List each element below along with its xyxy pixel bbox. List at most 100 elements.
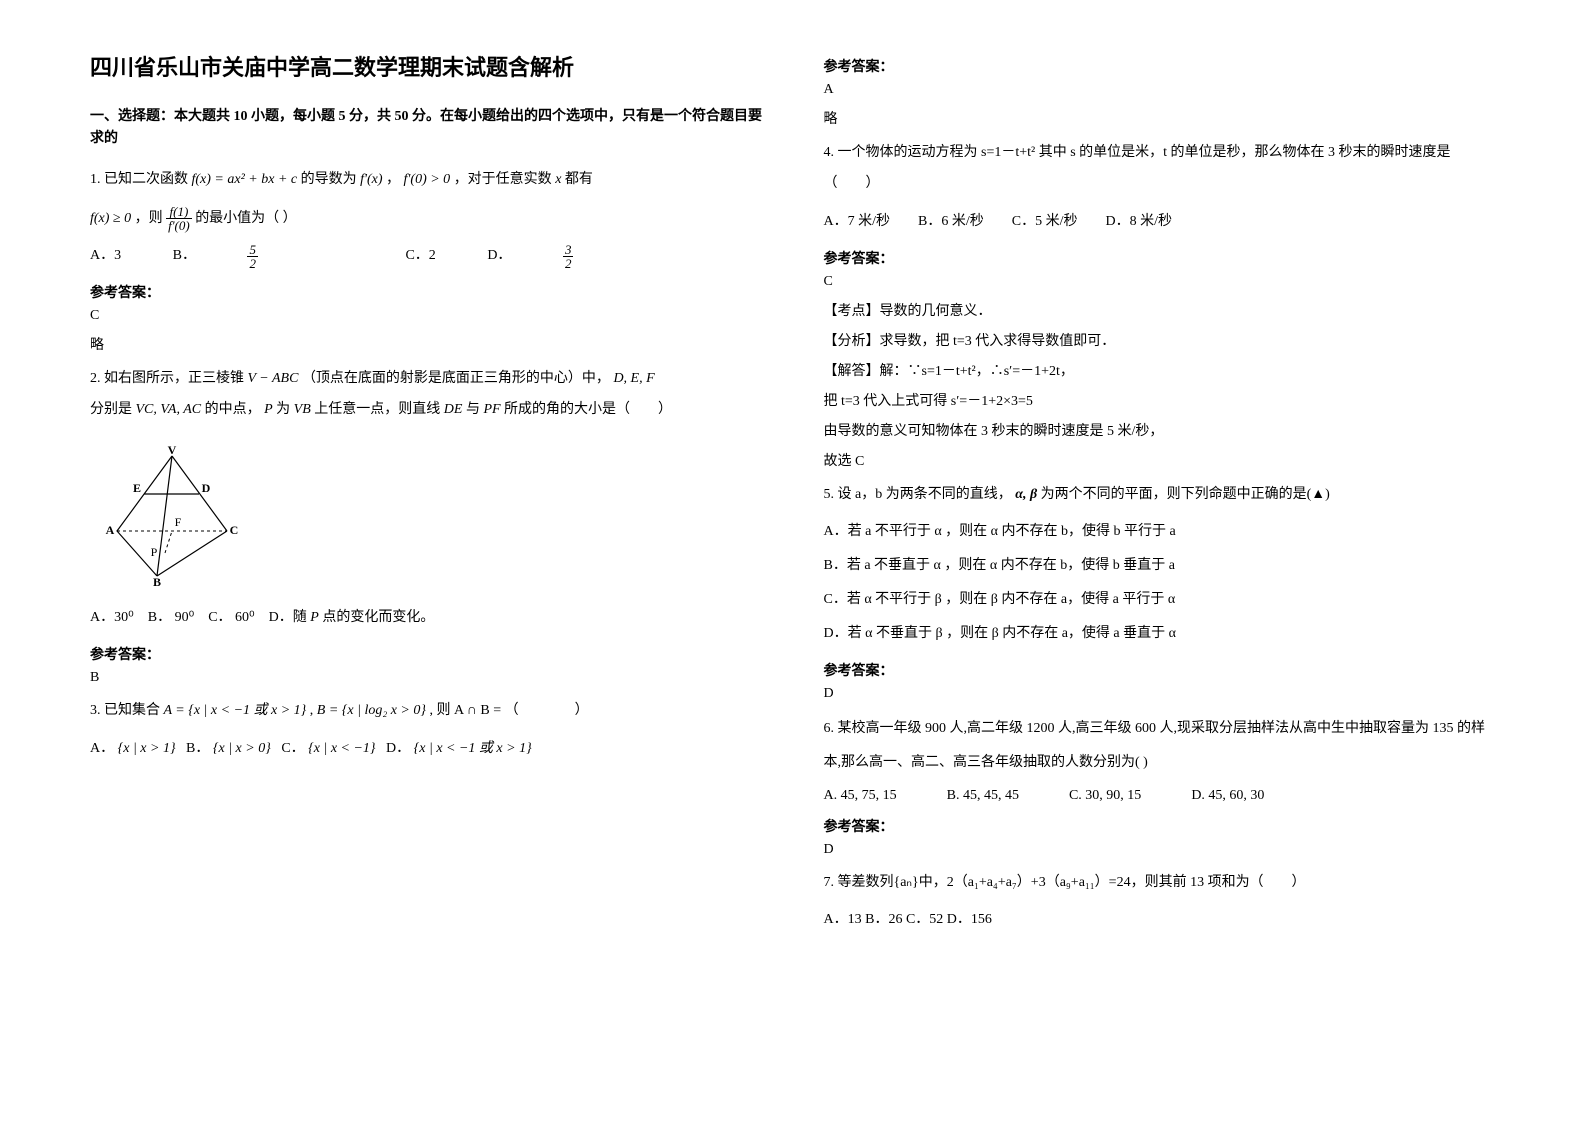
q3-optA: {x | x > 1} [118,741,176,756]
q6-optC: C. 30, 90, 15 [1069,788,1141,804]
q3-optC-l: C． [281,741,304,756]
q6-optA: A. 45, 75, 15 [824,788,897,804]
question-5: 5. 设 a，b 为两条不同的直线， α, β 为两个不同的平面，则下列命题中正… [824,480,1498,511]
q3-a: 3. 已知集合 [90,703,164,718]
q3-optD-l: D． [386,741,410,756]
q1-frac: f(1) f'(0) [166,205,192,232]
q1-stem-a: 1. 已知二次函数 [90,172,188,187]
q3-setA: A = {x | x < −1 或 x > 1} [164,703,307,718]
q1-frac-num: f(1) [166,205,192,219]
q2-optB: B． 90⁰ [148,610,194,625]
section-header: 一、选择题：本大题共 10 小题，每小题 5 分，共 50 分。在每小题给出的四… [90,106,764,151]
q2-vcvaac: VC, VA, AC [136,402,202,417]
q1-optB-num: 5 [247,243,258,257]
q2-optD-a: D．随 [269,610,307,625]
q5-a: 5. 设 a，b 为两条不同的直线， [824,487,1012,502]
q2-pf: PF [483,402,500,417]
q1-optD-wrap: D． 3 2 [487,242,669,270]
q2-e: 为 [276,402,290,417]
question-7: 7. 等差数列{aₙ}中，2（a₁+a₄+a₇）+3（a₉+a₁₁）=24，则其… [824,868,1498,899]
fig-P: P [151,545,158,559]
q3-paren: （ ） [505,703,589,718]
fig-C: C [230,523,239,537]
q1-optA: A．3 [90,242,121,270]
q6-ans: D [824,842,1498,858]
q5-ans-label: 参考答案： [824,660,1498,680]
q6-optD: D. 45, 60, 30 [1191,788,1264,804]
q1-x: x [555,172,565,187]
question-1-line2: f(x) ≥ 0 ，则 f(1) f'(0) 的最小值为（ ） [90,204,764,235]
q1-optD: D． [487,242,511,270]
q3-omit: 略 [824,108,1498,128]
q1-stem-c: ， [386,172,400,187]
q2-g: 与 [466,402,480,417]
q1-l2c: 的最小值为（ ） [195,211,297,226]
q1-optD-num: 3 [563,243,574,257]
q3-optC: {x | x < −1} [308,741,375,756]
q5-optC: C．若 α 不平行于 β ，则在 β 内不存在 a，使得 a 平行于 α [824,586,1498,614]
tetrahedron-svg: V A B C D E F P [102,446,242,586]
q1-fxge0: f(x) ≥ 0 [90,211,131,226]
q2-p: P [264,402,273,417]
q5-optD: D．若 α 不垂直于 β ，则在 β 内不存在 a，使得 a 垂直于 α [824,620,1498,648]
left-column: 四川省乐山市关庙中学高二数学理期末试题含解析 一、选择题：本大题共 10 小题，… [90,50,764,1072]
q1-optB-wrap: B． 5 2 [173,242,354,270]
q1-frac-den: f'(0) [166,219,192,232]
q1-optC: C．2 [405,242,435,270]
q1-l2b: ，则 [135,211,163,226]
q3-ans: A [824,82,1498,98]
q4-ans-label: 参考答案： [824,248,1498,268]
q2-options: A．30⁰ B． 90⁰ C． 60⁰ D．随 P 点的变化而变化。 [90,604,764,632]
right-column: 参考答案： A 略 4. 一个物体的运动方程为 s=1－t+t² 其中 s 的单… [824,50,1498,1072]
fig-A: A [106,523,115,537]
q2-def: D, E, F [613,371,654,386]
q2-optD-p: P [310,610,319,625]
q2-c: 分别是 [90,402,136,417]
q1-fpx: f'(x) [360,172,382,187]
fig-F: F [175,515,182,529]
question-6: 6. 某校高一年级 900 人,高二年级 1200 人,高三年级 600 人,现… [824,712,1498,779]
fig-E: E [133,481,141,495]
question-3: 3. 已知集合 A = {x | x < −1 或 x > 1} , B = {… [90,696,764,727]
q4-ans: C [824,274,1498,290]
q6-ans-label: 参考答案： [824,816,1498,836]
q3-options: A． {x | x > 1} B． {x | x > 0} C． {x | x … [90,735,764,763]
q1-optB-frac: 5 2 [247,243,306,270]
fig-D: D [202,481,211,495]
q2-vb: VB [294,402,311,417]
q2-f: 上任意一点，则直线 [314,402,440,417]
page-title: 四川省乐山市关庙中学高二数学理期末试题含解析 [90,50,764,82]
q5-ab: α, β [1015,487,1037,502]
q4-exp4: 把 t=3 代入上式可得 s′=－1+2×3=5 [824,390,1498,410]
fig-V: V [168,446,177,457]
q3-optA-l: A． [90,741,114,756]
q1-optD-den: 2 [563,257,574,270]
q4-exp2: 【分析】求导数，把 t=3 代入求得导数值即可． [824,330,1498,350]
q7-options: A．13 B．26 C．52 D．156 [824,906,1498,934]
q5-optA: A．若 a 不平行于 α ，则在 α 内不存在 b，使得 b 平行于 a [824,518,1498,546]
q5-ans: D [824,686,1498,702]
q1-stem-b: 的导数为 [301,172,357,187]
question-1: 1. 已知二次函数 f(x) = ax² + bx + c 的导数为 f'(x)… [90,165,764,196]
q1-ans-label: 参考答案： [90,282,764,302]
q2-optD-b: 点的变化而变化。 [322,610,434,625]
q4-exp3: 【解答】解：∵s=1－t+t²，∴s′=－1+2t， [824,360,1498,380]
q1-options: A．3 B． 5 2 C．2 D． 3 2 [90,242,764,270]
q5-b: 为两个不同的平面，则下列命题中正确的是(▲) [1041,487,1330,502]
q2-h: 所成的角的大小是（ ） [504,402,672,417]
q4-options: A．7 米/秒 B．6 米/秒 C．5 米/秒 D．8 米/秒 [824,208,1498,236]
q2-figure: V A B C D E F P [102,446,764,586]
q4-exp1: 【考点】导数的几何意义． [824,300,1498,320]
q1-optD-frac: 3 2 [563,243,622,270]
q3-comma: , [310,703,317,718]
r-ans-label-1: 参考答案： [824,56,1498,76]
q3-setB: B = {x | log₂ x > 0} [317,703,426,718]
q2-optA: A．30⁰ [90,610,134,625]
q1-omit: 略 [90,334,764,354]
q6-optB: B. 45, 45, 45 [947,788,1019,804]
q2-b: （顶点在底面的射影是底面正三角形的中心）中， [302,371,610,386]
q3-optB-l: B． [186,741,209,756]
q4-exp6: 故选 C [824,450,1498,470]
q2-vabc: V − ABC [248,371,299,386]
q3-optB: {x | x > 0} [213,741,271,756]
